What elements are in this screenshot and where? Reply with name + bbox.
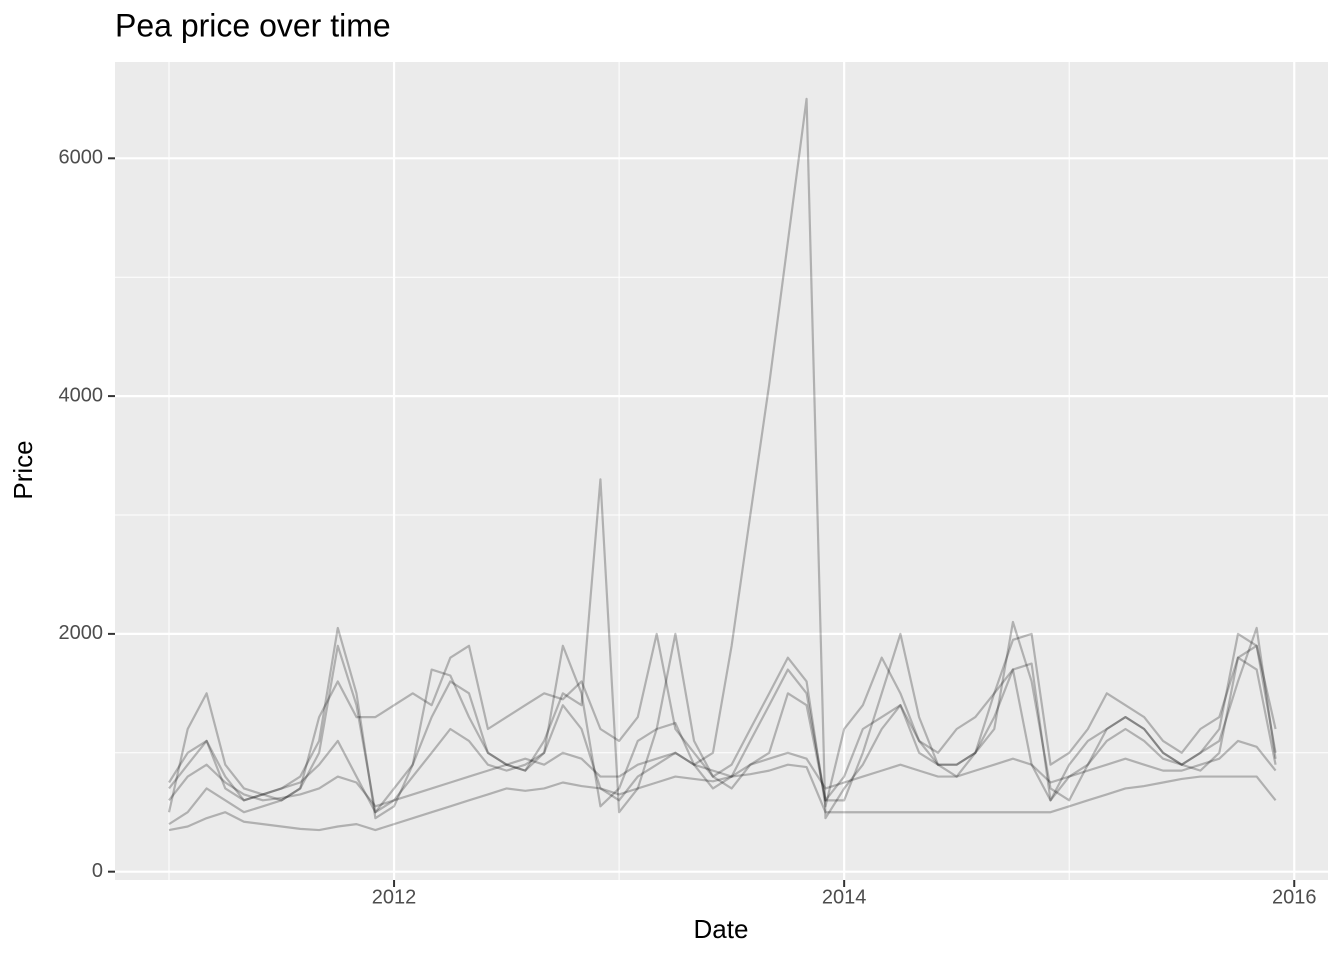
x-tick-label: 2012	[372, 886, 417, 908]
chart-title: Pea price over time	[115, 7, 391, 43]
y-tick-label: 4000	[59, 384, 104, 406]
price-line	[168, 763, 1277, 832]
price-line	[168, 97, 1277, 820]
panel	[115, 62, 1328, 880]
price-line	[167, 632, 1277, 813]
x-tick-label: 2014	[822, 886, 867, 908]
y-tick-label: 0	[92, 860, 103, 882]
price-line	[168, 478, 1277, 826]
price-line	[168, 739, 1277, 808]
y-tick-label: 2000	[59, 622, 104, 644]
y-axis-label: Price	[8, 440, 38, 499]
price-line	[168, 626, 1277, 820]
x-tick-label: 2016	[1272, 886, 1317, 908]
y-tick-label: 6000	[59, 147, 104, 169]
x-axis-label: Date	[694, 914, 749, 944]
